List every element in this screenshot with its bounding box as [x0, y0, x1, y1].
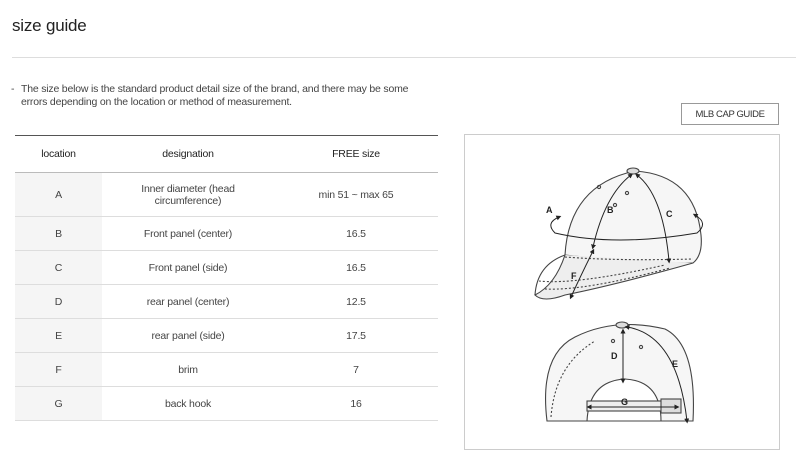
cell-designation: back hook	[102, 386, 274, 421]
cell-location: A	[15, 172, 102, 217]
table-row: D rear panel (center) 12.5	[15, 284, 438, 319]
cell-size: 17.5	[274, 318, 438, 353]
cell-designation: brim	[102, 352, 274, 387]
header-free-size: FREE size	[274, 135, 438, 173]
cell-designation: rear panel (center)	[102, 284, 274, 319]
cell-designation: Inner diameter (head circumference)	[102, 172, 274, 217]
table-row: C Front panel (side) 16.5	[15, 250, 438, 285]
table-header-row: location designation FREE size	[15, 135, 438, 173]
cap-measurement-diagram: A B C F D E G	[464, 134, 780, 450]
label-d: D	[611, 351, 618, 361]
label-e: E	[672, 359, 678, 369]
label-c: C	[666, 209, 673, 219]
cell-location: F	[15, 352, 102, 387]
table-row: E rear panel (side) 17.5	[15, 318, 438, 353]
notice-text: The size below is the standard product d…	[21, 83, 409, 108]
mlb-cap-guide-button[interactable]: MLB CAP GUIDE	[681, 103, 779, 125]
notice-dash: -	[11, 83, 15, 95]
cell-size: 16.5	[274, 250, 438, 285]
page-title: size guide	[12, 16, 87, 35]
measurement-notice: - The size below is the standard product…	[11, 83, 432, 109]
size-table: location designation FREE size A Inner d…	[15, 135, 438, 421]
cell-size: min 51 ~ max 65	[274, 172, 438, 217]
cell-location: G	[15, 386, 102, 421]
cell-designation: Front panel (center)	[102, 216, 274, 251]
cell-designation: Front panel (side)	[102, 250, 274, 285]
cell-size: 7	[274, 352, 438, 387]
label-a: A	[546, 205, 553, 215]
header-location: location	[15, 135, 102, 173]
cap-back-illustration	[544, 321, 694, 422]
table-row: A Inner diameter (head circumference) mi…	[15, 172, 438, 217]
cell-location: B	[15, 216, 102, 251]
cell-size: 12.5	[274, 284, 438, 319]
table-row: B Front panel (center) 16.5	[15, 216, 438, 251]
header-designation: designation	[102, 135, 274, 173]
designation-text: Inner diameter (head circumference)	[141, 182, 235, 207]
label-g: G	[621, 397, 628, 407]
cell-size: 16	[274, 386, 438, 421]
cell-location: C	[15, 250, 102, 285]
cell-designation: rear panel (side)	[102, 318, 274, 353]
label-b: B	[607, 205, 614, 215]
table-row: F brim 7	[15, 352, 438, 387]
table-row: G back hook 16	[15, 386, 438, 421]
cell-location: D	[15, 284, 102, 319]
measure-lines-back	[586, 324, 690, 424]
measure-lines-front	[550, 173, 703, 300]
title-divider	[12, 57, 796, 58]
cap-diagram-svg: A B C F D E G	[534, 167, 703, 424]
cell-location: E	[15, 318, 102, 353]
label-f: F	[571, 271, 577, 281]
cell-size: 16.5	[274, 216, 438, 251]
